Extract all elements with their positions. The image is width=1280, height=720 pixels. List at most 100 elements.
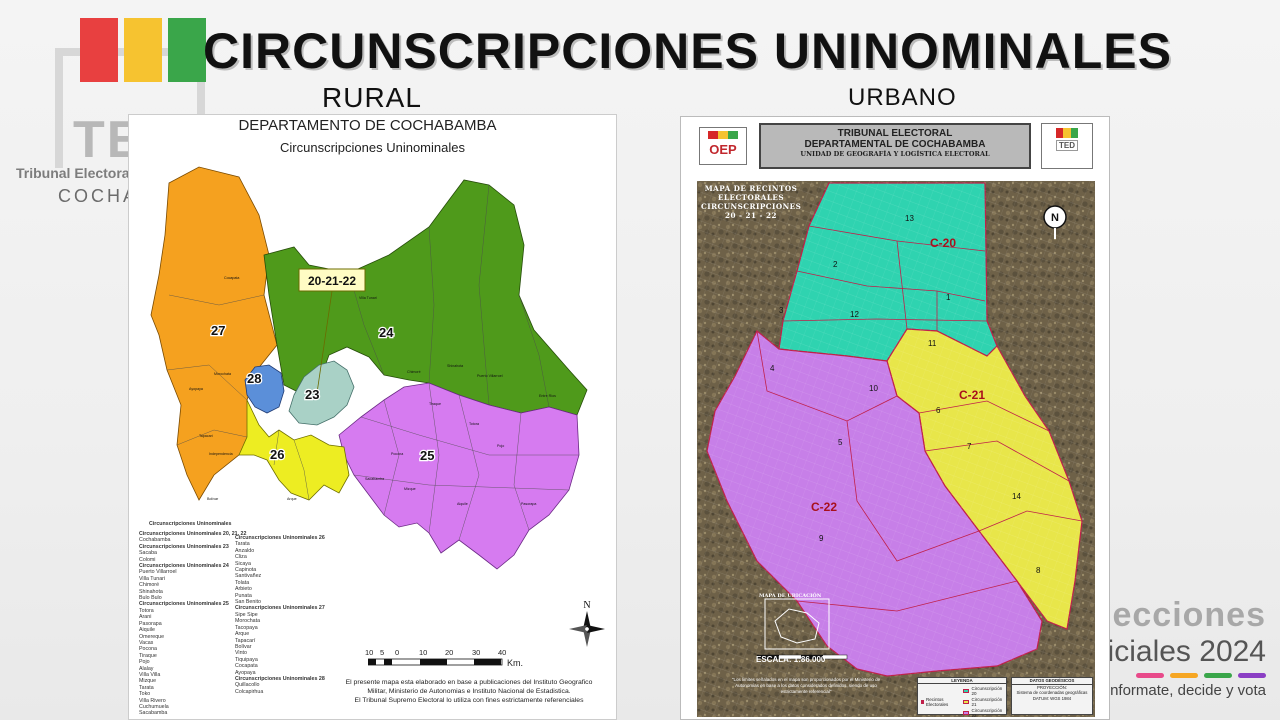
legend-municipality: Arque: [235, 631, 250, 638]
legend-municipality: Sipe Sipe: [235, 611, 258, 618]
svg-text:N: N: [1051, 212, 1059, 224]
place-name: Entre Ríos: [539, 394, 556, 398]
legend-municipality: San Benito: [235, 599, 261, 606]
legend-municipality: Chimoré: [139, 582, 160, 589]
region-25: [338, 382, 580, 570]
legend-swatch: [921, 700, 925, 704]
legend-municipality: Arani: [139, 614, 152, 621]
legend-municipality: Colcapirhua: [235, 688, 264, 695]
legend-municipality: Pocona: [139, 646, 157, 653]
legend-swatch: [963, 700, 970, 704]
urban-title-box: TRIBUNAL ELECTORAL DEPARTAMENTAL DE COCH…: [759, 123, 1031, 169]
municipal-boundaries: [166, 184, 579, 541]
legend-swatch: [963, 711, 970, 715]
district-number: 9: [819, 534, 824, 543]
region-label-27: 27: [211, 323, 225, 338]
legend-municipality: Alalay: [139, 665, 154, 672]
region-28: [244, 364, 285, 414]
place-name: Morochata: [214, 372, 231, 376]
place-name: Arque: [287, 497, 297, 501]
legend-municipality: Totora: [139, 607, 154, 614]
legend-group-heading: Circunscripciones Uninominales 25: [139, 601, 229, 608]
note-line: Militar, Ministerio de Autonomias e Inst…: [367, 688, 571, 695]
urban-header-line-3: UNIDAD DE GEOGRAFÍA Y LOGÍSTICA ELECTORA…: [800, 150, 990, 158]
legend-municipality: Quillacollo: [235, 682, 260, 689]
legend-municipality: Cliza: [235, 554, 247, 561]
legend-municipality: Tiquipaya: [235, 656, 258, 663]
legend-group-heading: Circunscripciones Uninominales 28: [235, 675, 325, 682]
scale-segment: [757, 655, 779, 659]
legend-municipality: Bolívar: [235, 643, 252, 650]
legend-municipality: Shinahota: [139, 588, 163, 595]
legend-municipality: Arbieto: [235, 586, 252, 593]
street-grid: [697, 181, 1095, 717]
scale-tick: 0: [395, 648, 400, 657]
legend-group-heading: Circunscripciones Uninominales 26: [235, 535, 325, 541]
oep-text: OEP: [709, 142, 737, 157]
place-name: Aiquile: [457, 502, 468, 506]
region-label-23: 23: [305, 387, 319, 402]
district-number: 12: [850, 310, 859, 319]
legend-municipality: Tarata: [139, 684, 154, 691]
oep-flag: [708, 131, 738, 139]
legend-municipality: Pojo: [139, 659, 150, 666]
place-name: Pocona: [391, 452, 403, 456]
place-name: Ayopaya: [189, 387, 203, 391]
legend-title: LEYENDA: [918, 678, 1006, 684]
legend-label: Circunscripción 22: [971, 708, 1003, 718]
legend-municipality: Santivañez: [235, 573, 262, 580]
district-number: 11: [928, 339, 937, 348]
logo-green-stripe: [168, 18, 206, 82]
place-name: Shinahota: [447, 364, 463, 368]
legend-municipality: Morochata: [235, 618, 261, 625]
callout-label: 20-21-22: [308, 274, 356, 288]
place-name: Pasorapa: [521, 502, 536, 506]
callout-line: [316, 290, 333, 394]
urban-header-line-2: DEPARTAMENTAL DE COCHABAMBA: [804, 139, 986, 150]
place-name: Chimoré: [407, 370, 421, 374]
legend-municipality: Villa Villa: [139, 671, 161, 678]
legend-group-heading: Circunscripciones Uninominales 27: [235, 605, 325, 612]
brand-line-3: Informate, decide y vota: [1105, 682, 1266, 699]
place-name: Cocapata: [224, 276, 239, 280]
datos-line: PROYECCIÓN:: [1036, 684, 1068, 690]
location-inset-shape: [774, 608, 820, 644]
brand-color-dots: [1059, 673, 1266, 678]
legend-swatch: [963, 689, 970, 693]
district-boundaries: [756, 225, 1083, 612]
region-23: [288, 360, 355, 426]
legend-municipality: Villa Rivero: [139, 697, 166, 704]
circ-label-c21: C-21: [959, 388, 985, 402]
legend-municipality: Tacopaya: [235, 624, 258, 631]
scale-tick: 30: [472, 648, 481, 657]
datos-line: DATUM: WGS 1984: [1032, 695, 1072, 701]
scale-tick: 40: [498, 648, 507, 657]
north-arrow-icon: N: [1043, 205, 1067, 239]
urban-map-card: OEP TRIBUNAL ELECTORAL DEPARTAMENTAL DE …: [680, 116, 1110, 720]
place-name: Pojo: [497, 444, 504, 448]
legend-label: Circunscripción 21: [971, 697, 1003, 707]
scale-segment: [801, 655, 823, 659]
legend-municipality: Colomi: [139, 556, 156, 563]
legend-group: Circunscripción 20 Circunscripción 21 Ci…: [963, 686, 1003, 718]
legend-municipality: Anzaldo: [235, 547, 255, 554]
note-line: El Tribunal Supremo Electoral lo utiliza…: [354, 697, 584, 704]
rural-department-map: 20-21-22 27 24 28 23 26 25 Cocapata Vill…: [150, 166, 588, 570]
rural-map-note: El presente mapa esta elaborado en base …: [334, 678, 604, 705]
region-27: [150, 166, 278, 501]
legend-column-2: Circunscripciones Uninominales 26 Tarata A…: [235, 535, 325, 695]
legend-municipality: Tolata: [235, 579, 250, 586]
place-name: Totora: [469, 422, 479, 426]
region-label-25: 25: [420, 448, 434, 463]
place-name: Puerto Villarroel: [477, 374, 503, 378]
datos-line: Sistema de coordenadas geográficas: [1016, 690, 1088, 696]
legend-municipality: Bulo Bulo: [139, 595, 162, 602]
district-number: 1: [946, 293, 951, 302]
legend-item: Recintos Electorales: [921, 686, 957, 718]
scale-bar: [368, 658, 503, 666]
ted-text: TED: [1056, 140, 1078, 151]
district-number: 6: [936, 406, 941, 415]
geodetic-data-box: DATOS GEODÉSICOS PROYECCIÓN: Sistema de …: [1011, 677, 1093, 715]
legend-label: Recintos Electorales: [926, 697, 949, 707]
legend-municipality: Vacas: [139, 639, 154, 646]
